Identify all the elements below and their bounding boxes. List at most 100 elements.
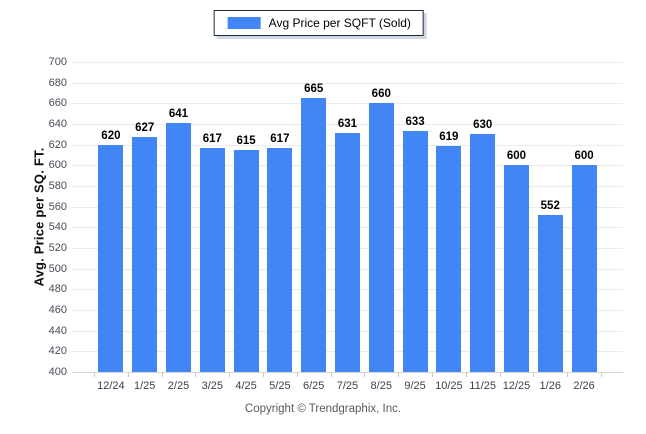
bar: [233, 149, 259, 372]
bar: [571, 165, 597, 372]
bar-slot: 600 12/25: [500, 62, 534, 392]
y-tick-label: 540: [48, 221, 67, 234]
y-tick-label: 520: [48, 242, 67, 254]
bar-value-label: 627: [135, 122, 155, 135]
bar: [470, 134, 496, 372]
bar-slot: 615 4/25: [229, 62, 263, 392]
x-tick-label: 8/25: [370, 380, 392, 392]
bar-slot: 660 8/25: [364, 62, 398, 392]
y-axis-title: Avg. Price per SQ. FT.: [31, 147, 47, 287]
x-axis-baseline: [72, 372, 623, 373]
x-axis-tick: [229, 373, 231, 377]
bar-value-label: 619: [439, 130, 459, 143]
x-tick-label: 6/25: [302, 380, 325, 392]
x-tick-label: 2/26: [573, 380, 595, 392]
y-tick-label: 700: [48, 56, 67, 68]
x-axis-tick: [432, 373, 433, 377]
bar-slot: 641 2/25: [162, 62, 196, 392]
bar-value-label: 552: [540, 199, 560, 212]
bar-slot: 617 5/25: [263, 62, 297, 392]
x-axis-tick: [601, 373, 602, 377]
x-tick-label: 9/25: [404, 380, 426, 392]
x-tick-label: 4/25: [235, 380, 257, 392]
bar-value-label: 600: [574, 150, 594, 163]
bar-value-label: 615: [236, 134, 256, 147]
y-tick-label: 460: [48, 304, 67, 316]
bar-slot: 620 12/24: [94, 62, 128, 392]
bar: [503, 165, 529, 372]
bar-value-label: 620: [101, 129, 121, 142]
gridline: [72, 62, 623, 63]
x-tick-label: 1/26: [539, 380, 561, 392]
bar-value-label: 633: [405, 116, 425, 129]
x-tick-label: 5/25: [269, 380, 291, 392]
legend-swatch-icon: [227, 17, 261, 29]
bar: [436, 145, 462, 372]
y-tick-label: 400: [48, 366, 67, 378]
bar-slot: 631 7/25: [331, 62, 365, 392]
x-axis-tick: [330, 373, 332, 377]
x-tick-label: 12/24: [97, 380, 125, 392]
y-tick-label: 680: [48, 76, 67, 89]
x-axis-tick: [533, 373, 535, 377]
bar-value-label: 660: [371, 88, 391, 101]
bar: [267, 147, 293, 372]
y-tick-label: 500: [48, 262, 67, 275]
y-tick-label: 420: [48, 345, 67, 358]
x-axis-tick: [567, 373, 569, 377]
x-axis-tick: [364, 373, 366, 377]
legend: Avg Price per SQFT (Sold): [213, 10, 424, 36]
bar: [165, 123, 191, 372]
bar-value-label: 641: [168, 108, 189, 120]
bar: [402, 131, 428, 372]
bar-slot: 600 2/26: [567, 62, 601, 392]
bar: [334, 133, 360, 372]
x-tick-label: 10/25: [435, 380, 463, 392]
bar-slot: 627 1/25: [128, 62, 162, 392]
x-axis-tick: [499, 373, 501, 377]
bar-slot: 617 3/25: [195, 62, 229, 392]
bar: [368, 103, 394, 372]
x-tick-label: 3/25: [201, 380, 223, 392]
x-axis-tick: [296, 373, 298, 377]
y-tick-label: 480: [48, 283, 67, 296]
y-tick-label: 640: [48, 118, 67, 130]
bar: [537, 214, 563, 372]
gridline: [72, 82, 623, 84]
bar-slot: 633 9/25: [398, 62, 432, 392]
copyright-text: Copyright © Trendgraphix, Inc.: [244, 403, 402, 415]
x-tick-label: 12/25: [502, 380, 531, 392]
y-tick-label: 620: [48, 138, 67, 151]
x-tick-label: 1/25: [133, 380, 156, 392]
x-tick-label: 2/25: [167, 380, 190, 392]
y-tick-label: 580: [48, 180, 67, 192]
bar-value-label: 600: [506, 150, 527, 163]
y-tick-label: 560: [48, 200, 67, 213]
gridline: [72, 103, 623, 105]
bar-value-label: 617: [270, 132, 290, 145]
bar: [132, 137, 158, 372]
x-axis-tick: [398, 373, 400, 377]
plot-area: 400 420 440 460 480 500 520 540 560 580 600 620 640 6…: [49, 56, 623, 392]
bar-value-label: 617: [202, 132, 222, 145]
bar: [301, 98, 327, 372]
legend-label: Avg Price per SQFT (Sold): [268, 16, 411, 30]
x-axis-tick: [465, 373, 467, 377]
x-axis-tick: [94, 373, 95, 377]
bars-row: 620 12/24 627 1/25 641 2/25 617 3/25 615 4/25 617 5…: [72, 62, 623, 392]
bar-value-label: 630: [473, 119, 493, 132]
x-axis-tick: [127, 373, 129, 377]
bar-value-label: 631: [337, 118, 358, 131]
bar-slot: 665 6/25: [297, 62, 331, 392]
bar-slot: 552 1/26: [533, 62, 567, 392]
x-axis-tick: [263, 373, 264, 377]
y-tick-label: 600: [48, 159, 67, 172]
bar-slot: 630 11/25: [466, 62, 500, 392]
bar: [199, 147, 225, 372]
y-tick-label: 440: [48, 324, 67, 337]
bar-value-label: 665: [304, 83, 324, 96]
bar: [98, 144, 124, 372]
y-tick-label: 660: [48, 97, 67, 110]
x-axis-tick: [195, 373, 197, 377]
